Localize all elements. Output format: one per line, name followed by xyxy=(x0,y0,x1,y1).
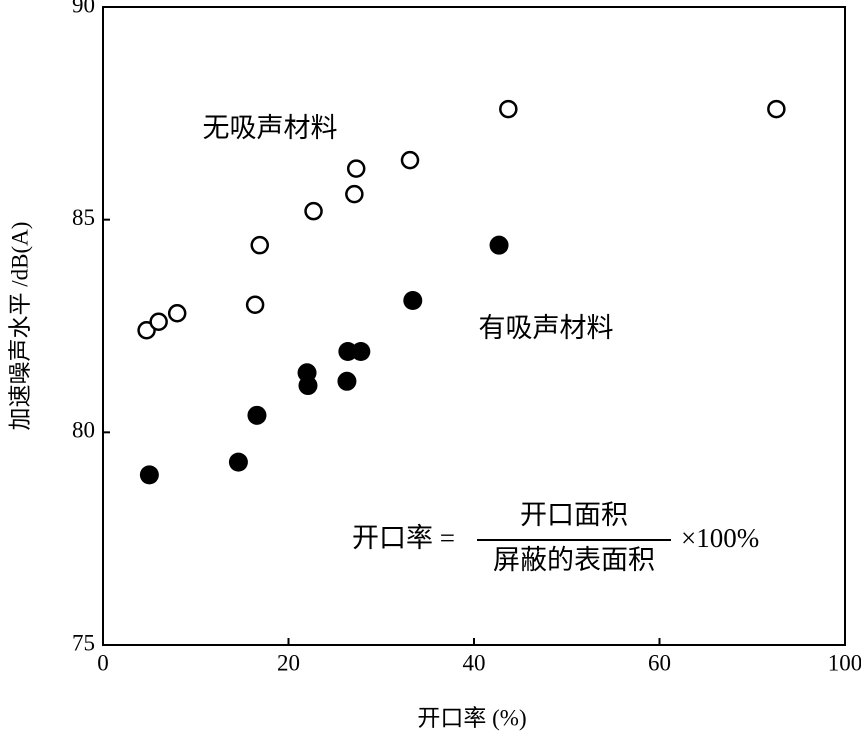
point xyxy=(298,376,318,396)
y-tick-label: 90 xyxy=(72,0,95,17)
formula-numerator: 开口面积 xyxy=(520,500,628,530)
annotation: 无吸声材料 xyxy=(203,113,338,143)
x-tick-label: 0 xyxy=(97,650,109,675)
annotation: 有吸声材料 xyxy=(479,313,614,343)
point xyxy=(167,303,187,323)
point xyxy=(149,312,168,331)
point xyxy=(338,342,358,362)
y-axis-label: 加速噪声水平 /dB(A) xyxy=(7,222,32,431)
point xyxy=(767,99,786,119)
point xyxy=(228,452,248,472)
point xyxy=(346,159,366,178)
x-tick-label: 60 xyxy=(648,650,671,675)
x-tick-label: 100 xyxy=(828,650,861,675)
x-tick-label: 20 xyxy=(277,650,300,675)
point xyxy=(139,465,159,485)
point xyxy=(245,295,265,314)
point xyxy=(345,184,364,204)
point xyxy=(351,342,371,362)
point xyxy=(400,150,420,170)
y-tick-label: 80 xyxy=(72,418,95,443)
point xyxy=(250,235,269,255)
point xyxy=(337,371,357,391)
point xyxy=(489,235,509,255)
y-tick-label: 75 xyxy=(72,630,95,655)
formula-suffix: ×100% xyxy=(681,523,759,553)
point xyxy=(247,405,267,425)
y-tick-label: 85 xyxy=(72,205,95,230)
point xyxy=(499,99,518,119)
formula-lhs: 开口率 = xyxy=(352,523,455,553)
x-axis-label: 开口率 (%) xyxy=(417,705,526,730)
x-tick-label: 40 xyxy=(463,650,486,675)
point xyxy=(304,201,323,221)
point xyxy=(403,290,423,310)
formula-denominator: 屏蔽的表面积 xyxy=(493,545,655,575)
